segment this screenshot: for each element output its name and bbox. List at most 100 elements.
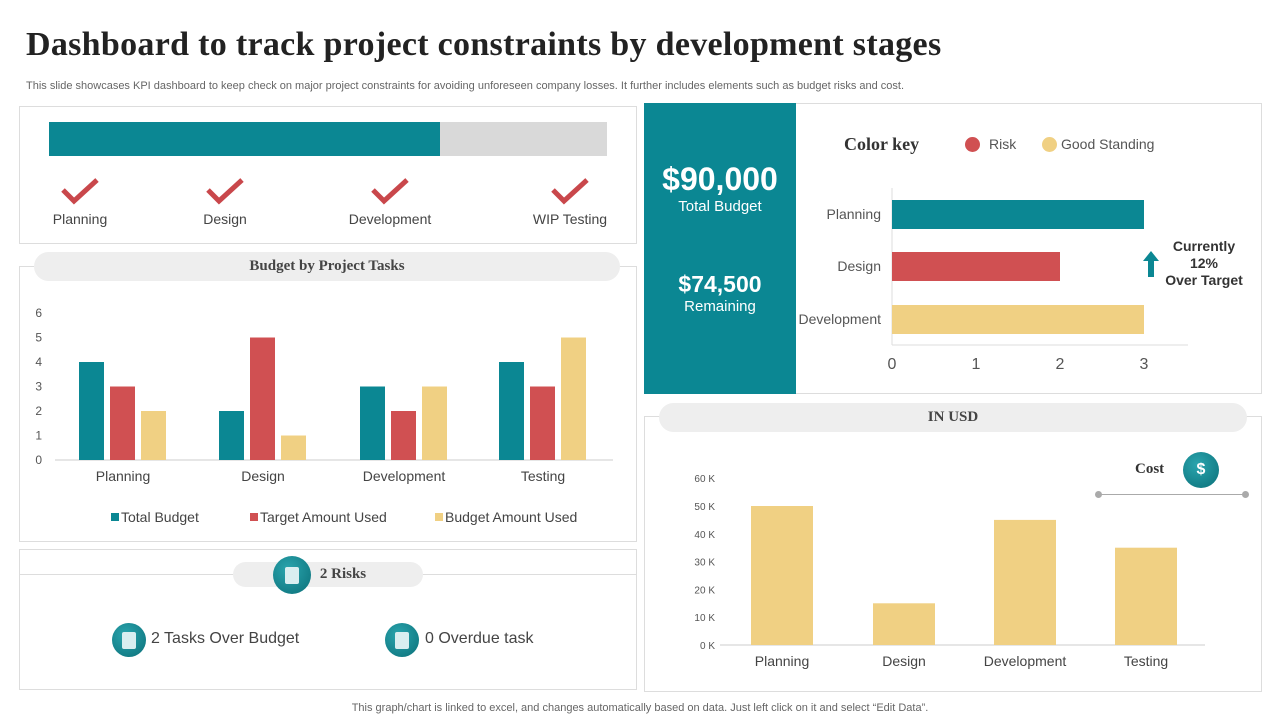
legend-swatch: [435, 513, 443, 521]
legend-label: Target Amount Used: [260, 509, 387, 525]
bar-budget-amount-used: [561, 337, 586, 460]
cost-legend: Cost: [1135, 461, 1165, 477]
stage-label: Development: [348, 211, 432, 227]
y-tick-label: 4: [35, 355, 42, 369]
risk-item: 0 Overdue task: [425, 630, 534, 647]
risk-clipboard-icon: [273, 556, 311, 594]
check-icon: [371, 178, 409, 205]
x-tick-label: 3: [1140, 356, 1149, 373]
color-key-title: Color key: [844, 134, 920, 154]
bar-design: [892, 252, 1060, 281]
remaining-label: Remaining: [684, 298, 756, 315]
y-tick-label: Design: [837, 258, 881, 274]
cost-chart: 0 K 10 K 20 K 30 K 40 K 50 K 60 K Planning Desig…: [694, 474, 1205, 669]
budget-tasks-chart: 0 1 2 3 4 5 6 Planning Design Development Testing T…: [35, 306, 613, 525]
note-line: 12%: [1189, 255, 1219, 271]
bar-planning: [751, 506, 813, 645]
bar-design: [873, 603, 935, 645]
x-tick-label: Development: [984, 653, 1067, 669]
y-tick-label: 2: [35, 404, 42, 418]
y-tick-label: 5: [35, 331, 42, 345]
x-tick-label: Testing: [521, 468, 565, 484]
x-tick-label: Testing: [1124, 653, 1168, 669]
footer-note: This graph/chart is linked to excel, and…: [351, 702, 929, 714]
bar-target-amount-used: [250, 337, 275, 460]
cost-title: IN USD: [659, 403, 1247, 432]
color-key-good: Good Standing: [1061, 136, 1155, 152]
bar-target-amount-used: [110, 386, 135, 460]
budget-doc-icon: [112, 623, 146, 657]
total-budget-value: $90,000: [662, 161, 778, 197]
x-tick-label: Design: [882, 653, 926, 669]
check-icon: [551, 178, 589, 205]
over-target-note: Currently 12% Over Target: [1158, 238, 1250, 289]
bar-target-amount-used: [530, 386, 555, 460]
stage-label: Design: [203, 211, 247, 227]
bar-planning: [892, 200, 1144, 229]
arrow-up-icon: [1143, 251, 1159, 277]
stage-design: Design: [170, 177, 280, 227]
bar-budget-amount-used: [141, 411, 166, 460]
x-tick-label: 2: [1056, 356, 1065, 373]
stage-planning: Planning: [25, 177, 135, 227]
money-bag-icon: $: [1183, 452, 1219, 488]
legend-dot: [1242, 491, 1249, 498]
stage-label: WIP Testing: [532, 211, 608, 227]
stage-label: Planning: [52, 211, 108, 227]
progress-fill: [49, 122, 440, 156]
x-tick-label: Planning: [755, 653, 810, 669]
bar-total-budget: [219, 411, 244, 460]
budget-tasks-title: Budget by Project Tasks: [34, 252, 620, 281]
legend-label: Total Budget: [121, 509, 199, 525]
stage-development: Development: [335, 177, 445, 227]
good-standing-swatch: [1042, 137, 1057, 152]
total-budget-label: Total Budget: [678, 198, 762, 215]
bar-target-amount-used: [391, 411, 416, 460]
y-tick-label: Development: [799, 311, 882, 327]
x-tick-label: Development: [363, 468, 446, 484]
y-tick-label: 0: [35, 453, 42, 467]
y-tick-label: Planning: [827, 206, 882, 222]
legend-label: Budget Amount Used: [445, 509, 577, 525]
risk-item: 2 Tasks Over Budget: [151, 630, 300, 647]
note-line: Currently: [1172, 238, 1236, 254]
budget-summary: $90,000 Total Budget $74,500 Remaining: [644, 103, 796, 394]
y-tick-label: 40 K: [694, 530, 715, 541]
x-tick-label: Planning: [96, 468, 151, 484]
bar-budget-amount-used: [281, 435, 306, 460]
progress-track: [49, 122, 607, 156]
y-tick-label: 6: [35, 306, 42, 320]
page-title: Dashboard to track project constraints b…: [26, 26, 942, 63]
risk-swatch: [965, 137, 980, 152]
legend-swatch: [111, 513, 119, 521]
y-tick-label: 50 K: [694, 502, 715, 513]
bar-development: [892, 305, 1144, 334]
remaining-value: $74,500: [678, 271, 762, 297]
x-tick-label: 1: [972, 356, 981, 373]
bar-testing: [1115, 547, 1177, 645]
bar-development: [994, 519, 1056, 645]
y-tick-label: 60 K: [694, 474, 715, 485]
legend-dot: [1095, 491, 1102, 498]
x-tick-label: Design: [241, 468, 285, 484]
risks-title: 2 Risks: [233, 562, 423, 587]
stage-wip-testing: WIP Testing: [515, 177, 625, 227]
y-tick-label: 0 K: [700, 641, 715, 652]
clipboard-icon: [385, 623, 419, 657]
x-tick-label: 0: [888, 356, 897, 373]
stage-status-chart: Planning Design Development 0 1 2 3: [799, 188, 1188, 373]
bar-budget-amount-used: [422, 386, 447, 460]
legend-swatch: [250, 513, 258, 521]
page-subtitle: This slide showcases KPI dashboard to ke…: [26, 80, 905, 92]
progress-panel: Planning Design Development WIP Testing: [19, 106, 637, 244]
bar-total-budget: [360, 386, 385, 460]
bar-total-budget: [79, 362, 104, 460]
y-tick-label: 20 K: [694, 585, 715, 596]
legend-line: [1098, 494, 1246, 495]
y-tick-label: 3: [35, 380, 42, 394]
y-tick-label: 1: [35, 429, 42, 443]
check-icon: [61, 178, 99, 205]
note-line: Over Target: [1165, 272, 1243, 288]
check-icon: [206, 178, 244, 205]
color-key-risk: Risk: [989, 136, 1017, 152]
